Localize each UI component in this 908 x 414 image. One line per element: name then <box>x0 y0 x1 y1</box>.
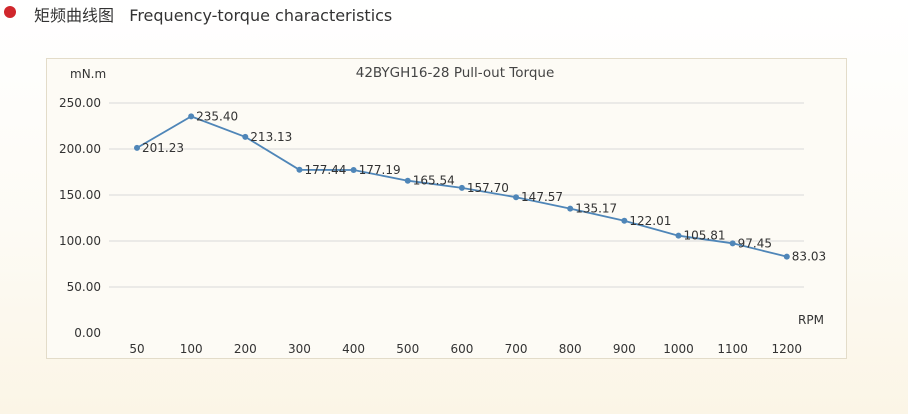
y-tick-label: 150.00 <box>59 188 101 202</box>
x-tick-label: 400 <box>342 342 365 356</box>
data-point <box>513 194 520 201</box>
x-tick-label: 800 <box>559 342 582 356</box>
x-tick-label: 200 <box>234 342 257 356</box>
data-label: 122.01 <box>629 214 671 228</box>
x-tick-label: 1100 <box>717 342 748 356</box>
y-axis-unit-label: mN.m <box>70 67 106 81</box>
data-labels: 201.23 235.40 213.13 177.44 177.19 165.54 157.… <box>142 109 826 263</box>
chart-title: 42BYGH16-28 Pull-out Torque <box>356 65 555 81</box>
y-tick-label: 100.00 <box>59 234 101 248</box>
chart-panel <box>46 58 847 359</box>
data-label: 147.57 <box>521 190 563 204</box>
x-tick-label: 1200 <box>772 342 803 356</box>
section-title: 矩频曲线图 Frequency-torque characteristics <box>34 2 392 26</box>
data-label: 201.23 <box>142 141 184 155</box>
data-point <box>783 253 790 260</box>
x-tick-label: 700 <box>505 342 528 356</box>
data-point <box>296 166 303 173</box>
red-bullet-icon <box>4 6 16 18</box>
data-points <box>134 113 790 260</box>
data-point <box>675 232 682 239</box>
data-label: 97.45 <box>738 236 772 250</box>
data-label: 83.03 <box>792 250 826 264</box>
y-tick-label: 250.00 <box>59 96 101 110</box>
x-tick-label: 100 <box>180 342 203 356</box>
x-axis-unit-label: RPM <box>798 313 824 327</box>
x-tick-label: 300 <box>288 342 311 356</box>
data-point <box>188 113 195 120</box>
x-tick-label: 900 <box>613 342 636 356</box>
data-label: 135.17 <box>575 202 617 216</box>
data-point <box>350 166 357 173</box>
data-label: 157.70 <box>467 181 509 195</box>
data-label: 235.40 <box>196 109 238 123</box>
data-point <box>134 144 140 151</box>
data-label: 105.81 <box>684 229 726 243</box>
data-point <box>729 240 736 247</box>
y-tick-label: 200.00 <box>59 142 101 156</box>
data-point <box>621 217 628 224</box>
y-tick-label: 0.00 <box>74 326 101 340</box>
data-label: 213.13 <box>250 130 292 144</box>
section-title-cn: 矩频曲线图 <box>34 6 115 25</box>
data-label: 177.44 <box>304 163 346 177</box>
x-tick-label: 1000 <box>663 342 694 356</box>
data-point <box>458 184 465 191</box>
x-tick-labels: 50 100 200 300 400 500 600 700 800 900 1000 1100 120… <box>129 342 802 356</box>
data-point <box>567 205 574 212</box>
data-point <box>404 177 411 184</box>
data-label: 177.19 <box>359 163 401 177</box>
data-label: 165.54 <box>413 174 455 188</box>
data-point <box>242 133 249 140</box>
section-header: 矩频曲线图 Frequency-torque characteristics <box>0 0 908 30</box>
y-tick-labels: 0.00 50.00 100.00 150.00 200.00 250.00 <box>59 96 101 340</box>
x-tick-label: 500 <box>396 342 419 356</box>
grid-layer <box>109 102 804 288</box>
y-tick-label: 50.00 <box>67 280 101 294</box>
x-tick-label: 50 <box>129 342 144 356</box>
section-title-en: Frequency-torque characteristics <box>129 6 393 25</box>
x-tick-label: 600 <box>450 342 473 356</box>
